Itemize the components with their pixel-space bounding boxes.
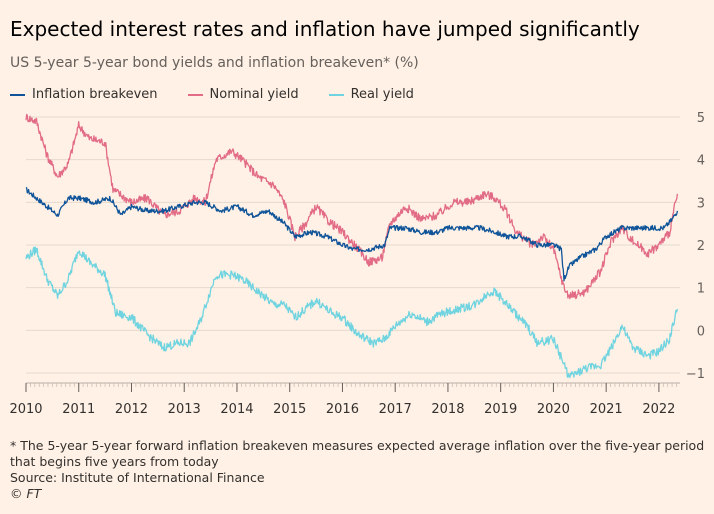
legend-swatch-inflation-breakeven xyxy=(10,93,25,96)
chart-legend: Inflation breakeven Nominal yield Real y… xyxy=(10,87,414,102)
x-tick-label: 2011 xyxy=(62,402,95,417)
y-tick-label: 0 xyxy=(697,324,705,339)
x-tick-label: 2012 xyxy=(115,402,148,417)
chart-title: Expected interest rates and inflation ha… xyxy=(10,17,640,41)
y-tick-label: 4 xyxy=(697,154,705,169)
legend-label-real-yield: Real yield xyxy=(350,87,414,102)
x-tick-label: 2019 xyxy=(484,402,517,417)
legend-label-nominal-yield: Nominal yield xyxy=(209,87,299,102)
legend-swatch-real-yield xyxy=(328,93,344,96)
chart-subtitle: US 5-year 5-year bond yields and inflati… xyxy=(10,55,419,71)
footnote-text-continued: that begins five years from today xyxy=(10,454,219,469)
y-tick-label: 1 xyxy=(697,282,705,297)
legend-swatch-nominal-yield xyxy=(187,93,203,96)
ft-credit: © FT xyxy=(10,486,42,501)
legend-item-real-yield: Real yield xyxy=(328,87,414,102)
x-tick-label: 2016 xyxy=(326,402,359,417)
source-text: Source: Institute of International Finan… xyxy=(10,470,265,485)
x-tick-label: 2010 xyxy=(9,402,42,417)
series-line-nominal-yield xyxy=(25,113,679,300)
x-tick-label: 2018 xyxy=(431,402,464,417)
x-tick-label: 2021 xyxy=(590,402,623,417)
x-tick-label: 2014 xyxy=(220,402,253,417)
legend-label-inflation-breakeven: Inflation breakeven xyxy=(32,87,158,102)
y-tick-label: 3 xyxy=(697,196,705,211)
legend-item-nominal-yield: Nominal yield xyxy=(187,87,299,102)
legend-item-inflation-breakeven: Inflation breakeven xyxy=(10,87,158,102)
y-tick-label: 2 xyxy=(697,239,705,254)
x-tick-label: 2022 xyxy=(642,402,675,417)
chart-footnote-block: * The 5-year 5-year forward inflation br… xyxy=(10,438,705,502)
x-tick-label: 2020 xyxy=(537,402,570,417)
x-tick-label: 2015 xyxy=(273,402,306,417)
y-tick-label: 5 xyxy=(697,111,705,126)
x-tick-label: 2013 xyxy=(168,402,201,417)
y-tick-label: −1 xyxy=(686,367,705,382)
series-line-inflation-breakeven xyxy=(25,186,679,282)
x-tick-label: 2017 xyxy=(379,402,412,417)
footnote-text: * The 5-year 5-year forward inflation br… xyxy=(10,438,705,453)
series-line-real-yield xyxy=(25,246,679,379)
